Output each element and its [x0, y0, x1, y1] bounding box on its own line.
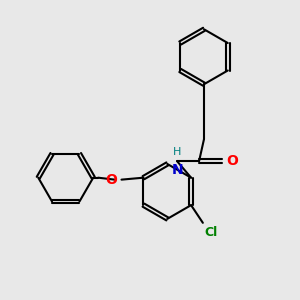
Text: Cl: Cl [205, 226, 218, 239]
Text: O: O [226, 154, 238, 168]
Text: N: N [171, 163, 183, 177]
Text: H: H [173, 147, 181, 157]
Text: O: O [106, 172, 118, 187]
